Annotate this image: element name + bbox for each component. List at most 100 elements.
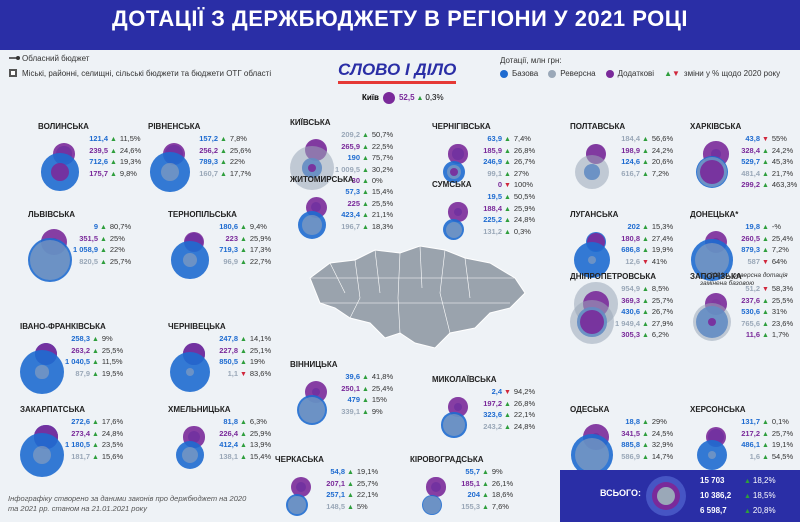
value-label: 616,7 — [621, 168, 640, 178]
value-label: 81,8 — [223, 417, 238, 426]
value-row: 530,6 ▲ 31% — [730, 307, 800, 319]
bubble-mark — [50, 162, 70, 182]
change-arrows-icon: ▲▼ — [664, 69, 680, 78]
change-label: 25,9% — [249, 233, 272, 243]
change-label: 5% — [356, 501, 368, 511]
region-values: 131,7 ▲ 0,1% 217,2 ▲ 25,7% 486,1 ▲ 19,1% 1,6 ▲… — [730, 417, 800, 463]
donetsk-note: * у 2021 р. реверсна дотація замінена ба… — [700, 272, 788, 287]
arrow-up-icon: ▲ — [90, 347, 99, 355]
change-label: 24,5% — [651, 428, 674, 438]
arrow-up-icon: ▲ — [760, 430, 769, 438]
bubble-mark — [29, 239, 71, 281]
arrow-up-icon: ▲ — [760, 453, 769, 461]
change-label: 26,1% — [491, 478, 514, 488]
legend-budget-type: Обласний бюджет Міські, районні, селищні… — [8, 53, 271, 83]
change-label: 7,2% — [771, 245, 789, 254]
value-label: 369,3 — [621, 295, 640, 305]
value-label: 11,6 — [745, 330, 760, 339]
change-label: 25,7% — [356, 478, 379, 488]
value-row: 180,6 ▲ 9,4% — [208, 222, 284, 234]
region-name: ВОЛИНСЬКА — [38, 122, 89, 131]
bubble-mark — [708, 451, 716, 459]
arrow-up-icon: ▲ — [502, 217, 511, 224]
value-row: 954,9 ▲ 8,5% — [610, 284, 686, 296]
value-label: 185,1 — [461, 478, 480, 488]
value-row: 430,6 ▲ 26,7% — [610, 307, 686, 319]
arrow-up-icon: ▲ — [360, 200, 369, 208]
page-title: ДОТАЦІЇ З ДЕРЖБЮДЖЕТУ В РЕГІОНИ У 2021 Р… — [112, 6, 688, 31]
value-row: 223 ▲ 25,9% — [208, 234, 284, 246]
region-values: 55,7 ▲ 9% 185,1 ▲ 26,1% 204 ▲ 18,6% 155,3 ▲ 7,6… — [450, 467, 526, 513]
value-label: 486,1 — [741, 440, 760, 449]
value-row: 43,8 ▼ 55% — [730, 134, 800, 146]
region-values: 63,9 ▲ 7,4% 185,9 ▲ 26,8% 246,9 ▲ 26,7% 99,1 ▲… — [472, 134, 548, 192]
value-label: 250,1 — [341, 383, 360, 393]
change-label: 9,8% — [119, 168, 137, 178]
value-row: 258,3 ▲ 9% — [60, 334, 136, 346]
arrow-up-icon: ▲ — [90, 336, 99, 343]
value-label: 1 949,4 — [614, 318, 640, 328]
value-row: 246,9 ▲ 26,7% — [472, 157, 548, 169]
arrow-up-icon: ▲ — [238, 430, 247, 438]
change-label: 41% — [651, 256, 667, 266]
value-row: 1 009,5 ▲ 30,2% — [330, 165, 406, 177]
value-label: 265,9 — [341, 141, 360, 151]
summary-value: 6 598,7 — [700, 506, 727, 515]
change-label: 15,4% — [371, 187, 394, 196]
value-row: 239,5 ▲ 24,6% — [78, 146, 154, 158]
arrow-up-icon: ▲ — [360, 397, 369, 404]
value-label: 1 009,5 — [334, 164, 360, 174]
change-label: 19,1% — [771, 440, 794, 449]
arrow-up-icon: ▲ — [360, 189, 369, 196]
region-name: ЛЬВІВСЬКА — [28, 210, 76, 219]
arrow-up-icon: ▲ — [238, 347, 247, 355]
change-label: 8,5% — [651, 284, 669, 293]
change-label: 24,6% — [119, 145, 142, 155]
change-label: 9% — [371, 406, 383, 416]
region-values: 9 ▲ 80,7% 351,5 ▲ 25% 1 058,9 ▲ 22% 820,5 ▲ 25,… — [68, 222, 144, 268]
region-name: КИЇВСЬКА — [290, 118, 331, 127]
region-name: ЧЕРНІГІВСЬКА — [432, 122, 491, 131]
bubble-mark — [443, 414, 465, 436]
arrow-up-icon: ▲ — [345, 492, 354, 499]
value-row: 328,4 ▲ 24,2% — [730, 146, 800, 158]
change-label: 30,2% — [371, 164, 394, 174]
value-label: 87,9 — [75, 368, 90, 378]
bubble-mark — [382, 92, 395, 104]
legend-items: Базова Реверсна Додаткові ▲▼ зміни у % щ… — [500, 69, 780, 78]
arrow-up-icon: ▲ — [345, 480, 354, 488]
ukraine-map — [309, 245, 526, 349]
change-label: 11,5% — [101, 357, 123, 366]
value-row: 225,2 ▲ 24,8% — [472, 215, 548, 227]
value-label: 0 — [497, 180, 502, 189]
value-label: 30 — [351, 176, 360, 185]
region-name: РІВНЕНСЬКА — [148, 122, 201, 131]
value-row: 272,6 ▲ 17,6% — [60, 417, 136, 429]
value-row: 175,7 ▲ 9,8% — [78, 169, 154, 181]
value-row: 227,8 ▲ 25,1% — [208, 346, 284, 358]
change-label: 94,2% — [513, 387, 536, 396]
value-label: 273,4 — [71, 428, 90, 438]
value-row: 1,6 ▲ 54,5% — [730, 452, 800, 464]
value-label: 63,9 — [487, 134, 502, 143]
arrow-up-icon: ▲ — [480, 480, 489, 488]
value-row: 299,2 ▲ 463,3% — [730, 180, 800, 192]
arrow-up-icon: ▲ — [360, 212, 369, 219]
change-label: 14,1% — [249, 334, 272, 343]
arrow-up-icon: ▲ — [238, 442, 247, 449]
arrow-up-icon: ▲ — [760, 419, 769, 426]
summary-value: 10 386,2 — [700, 491, 732, 500]
arrow-up-icon: ▲ — [640, 224, 649, 231]
change-label: 27,4% — [651, 233, 674, 243]
arrow-up-icon: ▲ — [744, 478, 753, 485]
legend-change-label: зміни у % щодо 2020 року — [683, 69, 781, 78]
change-label: 25,7% — [651, 295, 674, 305]
arrow-up-icon: ▲ — [760, 182, 769, 189]
arrow-up-icon: ▲ — [760, 320, 769, 328]
change-label: 24,8% — [513, 215, 536, 224]
arrow-up-icon: ▲ — [640, 159, 649, 166]
arrow-up-icon: ▲ — [640, 247, 649, 254]
legend-base-label: Базова — [512, 69, 539, 78]
value-label: 19,8 — [745, 222, 760, 231]
